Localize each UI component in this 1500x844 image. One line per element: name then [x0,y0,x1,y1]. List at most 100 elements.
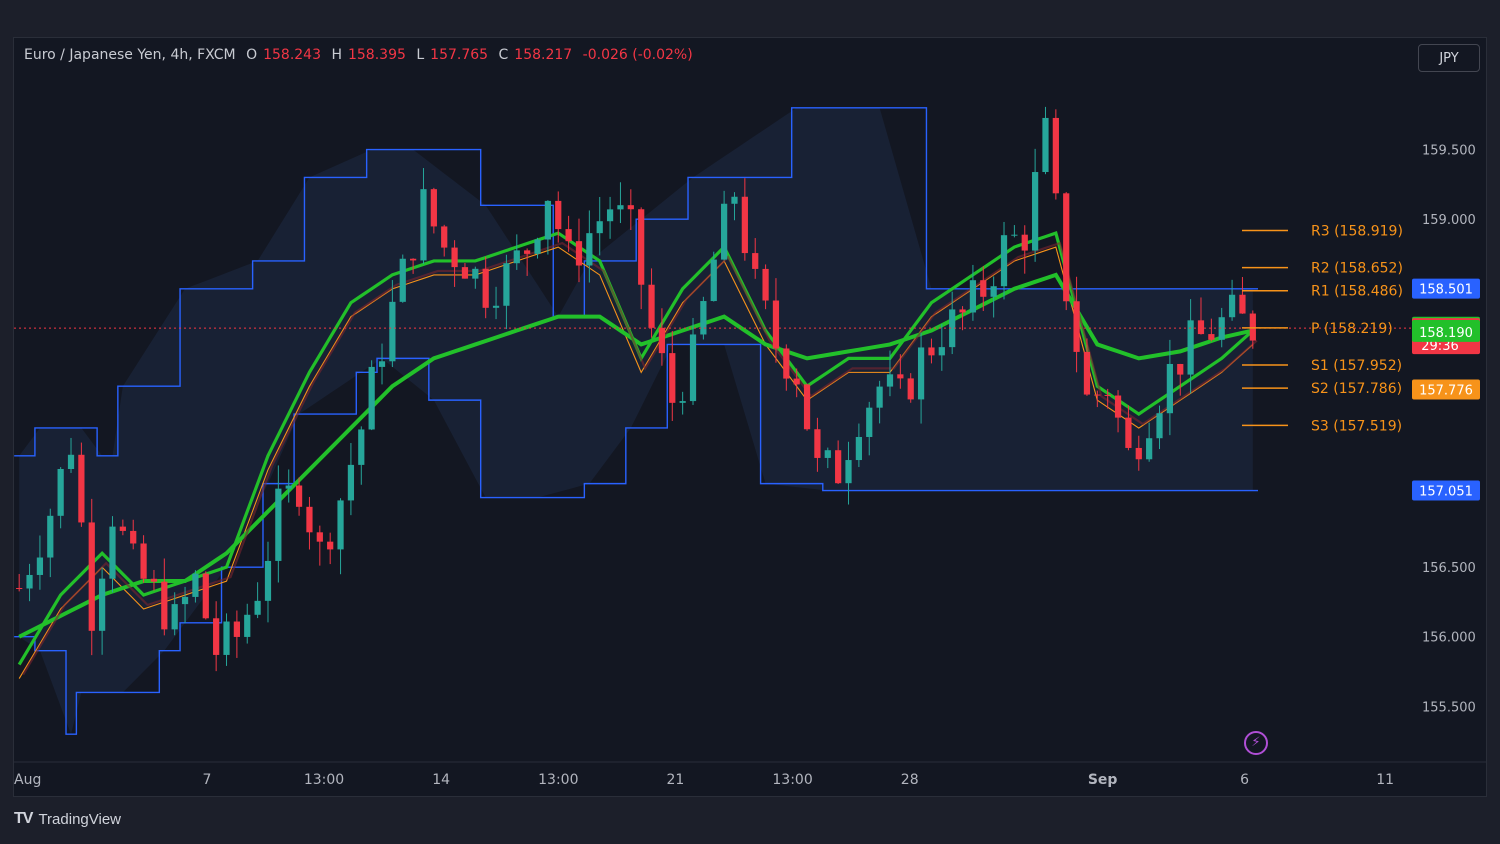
candle-body [866,407,873,437]
x-tick-label: Aug [14,772,41,788]
open-value: 158.243 [263,47,321,63]
candle-body [130,530,137,544]
candle-body [57,469,64,516]
candle-body [1083,351,1091,395]
candle-body [368,366,375,430]
candle-body [1177,363,1184,375]
candle-body [731,196,738,204]
x-tick-label: 21 [667,772,685,788]
candle-body [306,506,313,533]
y-tick-label: 155.500 [1422,700,1476,715]
candle-body [752,253,759,269]
pivot-label: R2 (158.652) [1311,261,1403,277]
candle-body [420,189,427,261]
candle-body [140,543,147,579]
candle-body [26,574,33,589]
candle-body [772,300,780,349]
candle-body [990,286,997,297]
candle-body [150,578,158,582]
x-tick-label: 13:00 [304,772,344,788]
candle-body [938,347,945,356]
candle-body [244,614,251,637]
candle-body [710,259,717,302]
candle-body [606,209,614,222]
red-ma-line [22,241,1258,676]
candle-body [119,526,126,531]
candle-body [586,233,593,266]
candle-body [482,268,489,308]
candle-body [1208,334,1215,340]
candle-body [399,258,406,302]
orange-ma-line [18,246,1254,679]
candle-body [78,454,85,523]
pivot-label: S1 (157.952) [1311,358,1402,374]
symbol-legend: Euro / Japanese Yen, 4h, FXCM O 158.243 H… [24,47,699,63]
candle-body [783,348,790,379]
candle-body [181,596,189,605]
candle-body [565,229,572,242]
candle-body [1052,117,1059,194]
candle-body [949,309,956,348]
candle-body [762,268,769,301]
channel-fill [19,107,1253,735]
candle-body [67,454,75,470]
candle-body [700,301,707,335]
candle-body [451,247,458,268]
price-tag-label: 158.501 [1419,283,1473,298]
candle-body [109,526,116,579]
candle-body [741,196,748,254]
pivot-label: S2 (157.786) [1311,381,1402,397]
candle-body [1021,234,1028,251]
candle-body [1094,394,1101,396]
candle-body [171,604,178,630]
candle-body [88,522,95,631]
y-tick-label: 156.000 [1422,631,1476,646]
candle-body [285,485,292,489]
candle-body [544,200,551,240]
candle-body [897,374,904,379]
x-tick-label: 28 [901,772,919,788]
candle-body [47,515,54,558]
candle-body [202,573,209,619]
candle-body [793,378,800,385]
candle-body [1228,294,1236,318]
x-tick-label: 13:00 [772,772,812,788]
candle-body [917,347,925,400]
currency-button[interactable]: JPY [1418,44,1480,72]
candle-body [1000,235,1008,287]
candle-body [1011,234,1018,236]
tradingview-logo[interactable]: TV TradingView [14,810,121,828]
candle-body [430,189,437,227]
candle-body [575,241,583,266]
candle-body [389,301,396,362]
open-label: O [246,47,258,63]
candle-body [461,267,469,279]
candle-body [689,334,697,402]
candle-body [886,374,894,387]
candle-body [721,203,728,260]
tradingview-mark-icon: TV [14,810,33,827]
price-tag [1412,321,1480,342]
candle-body [534,239,541,254]
donchian-upper-line [14,107,1258,457]
pivot-label: R1 (158.486) [1311,284,1403,300]
candle-body [1239,294,1246,314]
candle-body [824,450,831,458]
pivot-label: P (158.219) [1311,321,1393,337]
candle-body [814,429,821,458]
candle-body [233,621,240,637]
low-value: 157.765 [430,47,489,63]
close-label: C [498,47,509,63]
candle-body [969,280,977,313]
candle-body [1125,417,1132,448]
candle-body [638,209,645,285]
lightning-icon[interactable]: ⚡ [1244,731,1268,755]
candle-body [658,327,666,354]
candle-body [161,581,168,630]
candle-body [855,436,862,461]
price-countdown-label: 29:36 [1421,339,1458,354]
candle-body [492,305,500,308]
candle-body [1249,313,1256,341]
candle-body [275,488,282,561]
